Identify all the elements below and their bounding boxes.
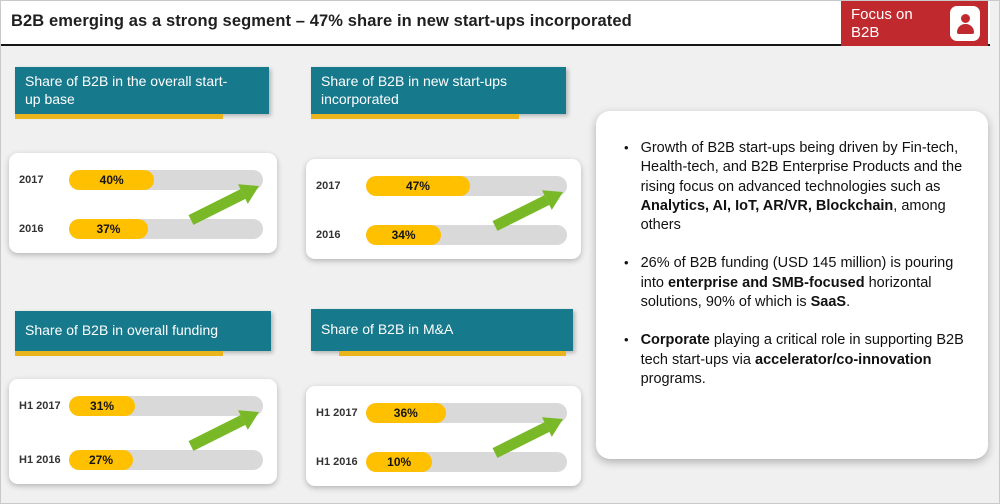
bar-value-label: 47%	[405, 178, 430, 193]
growth-arrow-icon	[492, 190, 563, 231]
title-underline	[339, 351, 566, 356]
bar-row: 2017 40%	[19, 169, 263, 190]
person-icon	[950, 6, 980, 41]
growth-arrow-icon	[188, 410, 259, 451]
text-segment-bold: SaaS	[810, 293, 847, 310]
bar: 10%	[366, 451, 433, 472]
text-segment: 26% of B2B funding (USD 145 million) is …	[640, 255, 954, 291]
bar-track: 37%	[69, 218, 263, 239]
bar: 31%	[69, 395, 136, 416]
bullet-marker: •	[624, 140, 629, 155]
text-segment: horizontal solutions, 90% of which is	[640, 274, 932, 310]
bar-row: H1 2016 27%	[19, 449, 263, 470]
bullet-marker: •	[624, 332, 629, 348]
bar-category-label: H1 2016	[316, 455, 358, 468]
bar-value-label: 34%	[391, 227, 416, 242]
bullet-text: 26% of B2B funding (USD 145 million) is …	[641, 254, 970, 312]
text-segment-bold: Corporate	[640, 332, 710, 349]
bar: 34%	[366, 224, 442, 245]
text-segment: programs.	[640, 370, 706, 387]
bar-track: 10%	[366, 451, 567, 472]
chart-title-overall-base: Share of B2B in the overall start-up bas…	[15, 67, 269, 114]
bullet-item: • Corporate playing a critical role in s…	[616, 331, 970, 389]
bar-category-label: H1 2016	[19, 453, 61, 466]
focus-badge: Focus on B2B	[841, 1, 988, 46]
bar-row: H1 2017 31%	[19, 395, 263, 416]
title-underline	[311, 114, 519, 119]
bar-track: 36%	[366, 402, 567, 423]
text-segment: , among others	[640, 197, 946, 234]
chart-card-overall-funding: H1 2017 31% H1 2016 27%	[9, 379, 277, 484]
bullet-item: • 26% of B2B funding (USD 145 million) i…	[616, 254, 970, 312]
bullet-text: Corporate playing a critical role in sup…	[641, 331, 970, 389]
bar-value-label: 10%	[387, 454, 412, 469]
chart-title-overall-funding: Share of B2B in overall funding	[15, 311, 271, 351]
text-segment-bold: Analytics, AI, IoT, AR/VR, Blockchain	[640, 197, 894, 214]
bar-category-label: H1 2017	[19, 399, 61, 412]
chart-title-new-startups: Share of B2B in new start-ups incorporat…	[311, 67, 566, 114]
bar: 37%	[69, 218, 148, 239]
bar: 40%	[69, 169, 155, 190]
title-underline	[15, 114, 223, 119]
bullet-text: Growth of B2B start-ups being driven by …	[641, 139, 970, 235]
insights-panel: • Growth of B2B start-ups being driven b…	[596, 111, 988, 459]
chart-card-new-startups: 2017 47% 2016 34%	[306, 159, 581, 259]
chart-card-overall-base: 2017 40% 2016 37%	[9, 153, 277, 253]
bar: 36%	[366, 402, 446, 423]
bar-track: 31%	[69, 395, 263, 416]
chart-title-mna: Share of B2B in M&A	[311, 309, 573, 351]
text-segment: .	[846, 293, 851, 310]
text-segment-bold: accelerator/co-innovation	[755, 351, 932, 368]
bar-track: 40%	[69, 169, 263, 190]
bar-value-label: 31%	[90, 398, 115, 413]
bullet-item: • Growth of B2B start-ups being driven b…	[616, 139, 970, 235]
slide-title: B2B emerging as a strong segment – 47% s…	[11, 12, 632, 30]
bar-value-label: 40%	[99, 172, 124, 187]
growth-arrow-icon	[188, 184, 259, 225]
title-underline	[15, 351, 223, 356]
chart-card-mna: H1 2017 36% H1 2016 10%	[306, 386, 581, 486]
text-segment: Growth of B2B start-ups being driven by …	[640, 140, 963, 195]
bar-track: 47%	[366, 175, 567, 196]
bar-row: H1 2017 36%	[316, 402, 567, 423]
bar-value-label: 27%	[88, 452, 114, 467]
bar-track: 34%	[366, 224, 567, 245]
focus-badge-label: Focus on B2B	[851, 5, 913, 41]
bar-category-label: 2016	[19, 222, 44, 235]
bar-category-label: 2017	[19, 173, 44, 186]
text-segment: playing a critical role in supporting B2…	[640, 332, 964, 368]
bar-row: 2016 37%	[19, 218, 263, 239]
person-icon-head	[960, 13, 970, 23]
growth-arrow-icon	[492, 417, 563, 458]
bar-row: H1 2016 10%	[316, 451, 567, 472]
person-icon-body	[956, 23, 974, 34]
bullet-marker: •	[624, 255, 629, 271]
bar-row: 2016 34%	[316, 224, 567, 245]
bar-category-label: 2016	[316, 228, 341, 241]
bar-row: 2017 47%	[316, 175, 567, 196]
bar-category-label: 2017	[316, 179, 341, 192]
text-segment-bold: enterprise and SMB-focused	[667, 274, 865, 291]
bar-category-label: H1 2017	[316, 406, 358, 419]
bar: 47%	[366, 175, 470, 196]
bar-track: 27%	[69, 449, 263, 470]
header: B2B emerging as a strong segment – 47% s…	[1, 1, 990, 46]
bar: 27%	[69, 449, 134, 470]
bar-value-label: 36%	[393, 405, 418, 420]
bar-value-label: 37%	[96, 221, 121, 236]
